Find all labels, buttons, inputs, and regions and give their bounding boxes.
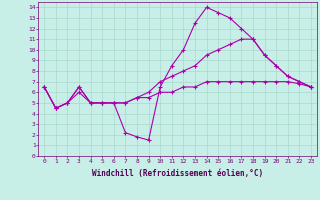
X-axis label: Windchill (Refroidissement éolien,°C): Windchill (Refroidissement éolien,°C) — [92, 169, 263, 178]
